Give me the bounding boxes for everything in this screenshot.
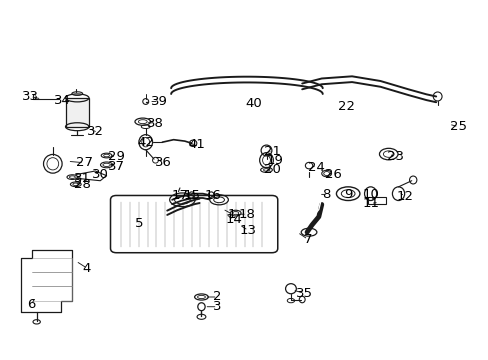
- Text: 42: 42: [137, 136, 154, 149]
- Text: 26: 26: [325, 168, 341, 181]
- Text: 4: 4: [82, 262, 91, 275]
- Text: 10: 10: [362, 188, 378, 201]
- Text: 22: 22: [337, 100, 354, 113]
- Bar: [367, 197, 386, 204]
- Text: 6: 6: [27, 298, 36, 311]
- Text: 38: 38: [147, 117, 163, 130]
- Text: 8: 8: [322, 188, 330, 201]
- Text: 2: 2: [213, 291, 222, 303]
- Text: 23: 23: [386, 150, 403, 163]
- Text: 17: 17: [171, 189, 188, 202]
- Text: 35: 35: [295, 287, 312, 300]
- Text: 3: 3: [213, 300, 222, 313]
- Text: 19: 19: [266, 154, 283, 167]
- Text: 32: 32: [87, 125, 103, 138]
- Text: 15: 15: [183, 189, 200, 202]
- Text: 12: 12: [396, 190, 412, 203]
- Text: 33: 33: [22, 90, 39, 103]
- Text: 18: 18: [238, 208, 255, 221]
- Text: 7: 7: [303, 233, 312, 246]
- Text: 40: 40: [244, 97, 261, 110]
- Text: 11: 11: [362, 197, 378, 210]
- Text: 21: 21: [264, 145, 281, 158]
- Text: 25: 25: [449, 120, 466, 133]
- Text: 24: 24: [308, 161, 325, 174]
- Text: 20: 20: [264, 163, 281, 176]
- Text: 41: 41: [188, 138, 204, 151]
- Text: 36: 36: [155, 156, 172, 169]
- Text: 16: 16: [204, 189, 221, 202]
- Text: 27: 27: [76, 156, 92, 169]
- Text: 37: 37: [108, 160, 124, 173]
- Text: 14: 14: [225, 213, 242, 226]
- Text: 30: 30: [92, 168, 108, 181]
- Text: 34: 34: [54, 94, 71, 107]
- Text: 39: 39: [150, 95, 167, 108]
- Text: 5: 5: [135, 217, 143, 230]
- Text: 29: 29: [108, 150, 124, 163]
- Text: 9: 9: [343, 188, 352, 201]
- Text: 28: 28: [74, 178, 90, 191]
- Text: 13: 13: [240, 224, 256, 237]
- Text: 1: 1: [227, 208, 236, 221]
- Text: 31: 31: [74, 172, 90, 185]
- Bar: [65, 98, 89, 127]
